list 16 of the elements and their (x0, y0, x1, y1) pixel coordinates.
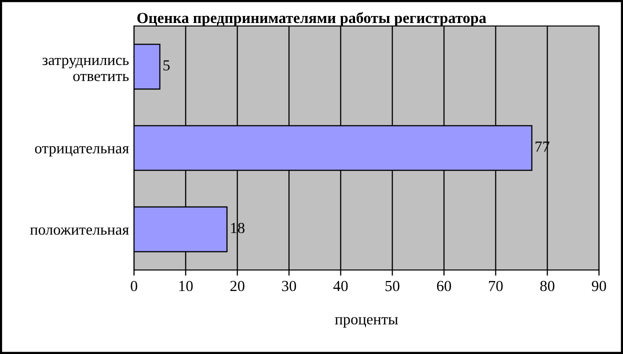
y-tick-label: отрицательная (35, 146, 129, 157)
x-tick-label: 10 (179, 280, 193, 292)
x-tick-label: 80 (540, 280, 554, 292)
x-tick-label: 40 (333, 280, 348, 292)
y-tick-label: положительная (30, 227, 129, 235)
x-tick-label: 0 (130, 280, 138, 292)
chart-title: Оценка предпринимателями работы регистратора (137, 12, 486, 26)
x-tick-label: 60 (437, 280, 452, 292)
x-tick-label: 70 (489, 280, 503, 292)
x-tick-label: 90 (592, 280, 606, 292)
x-axis-title: проценты (335, 317, 398, 328)
y-tick-label: затруднились ответить (42, 58, 129, 82)
data-label: 5 (164, 60, 170, 70)
x-tick-label: 30 (282, 280, 296, 292)
x-tick-label: 20 (230, 280, 244, 292)
x-tick-label: 50 (386, 280, 400, 292)
